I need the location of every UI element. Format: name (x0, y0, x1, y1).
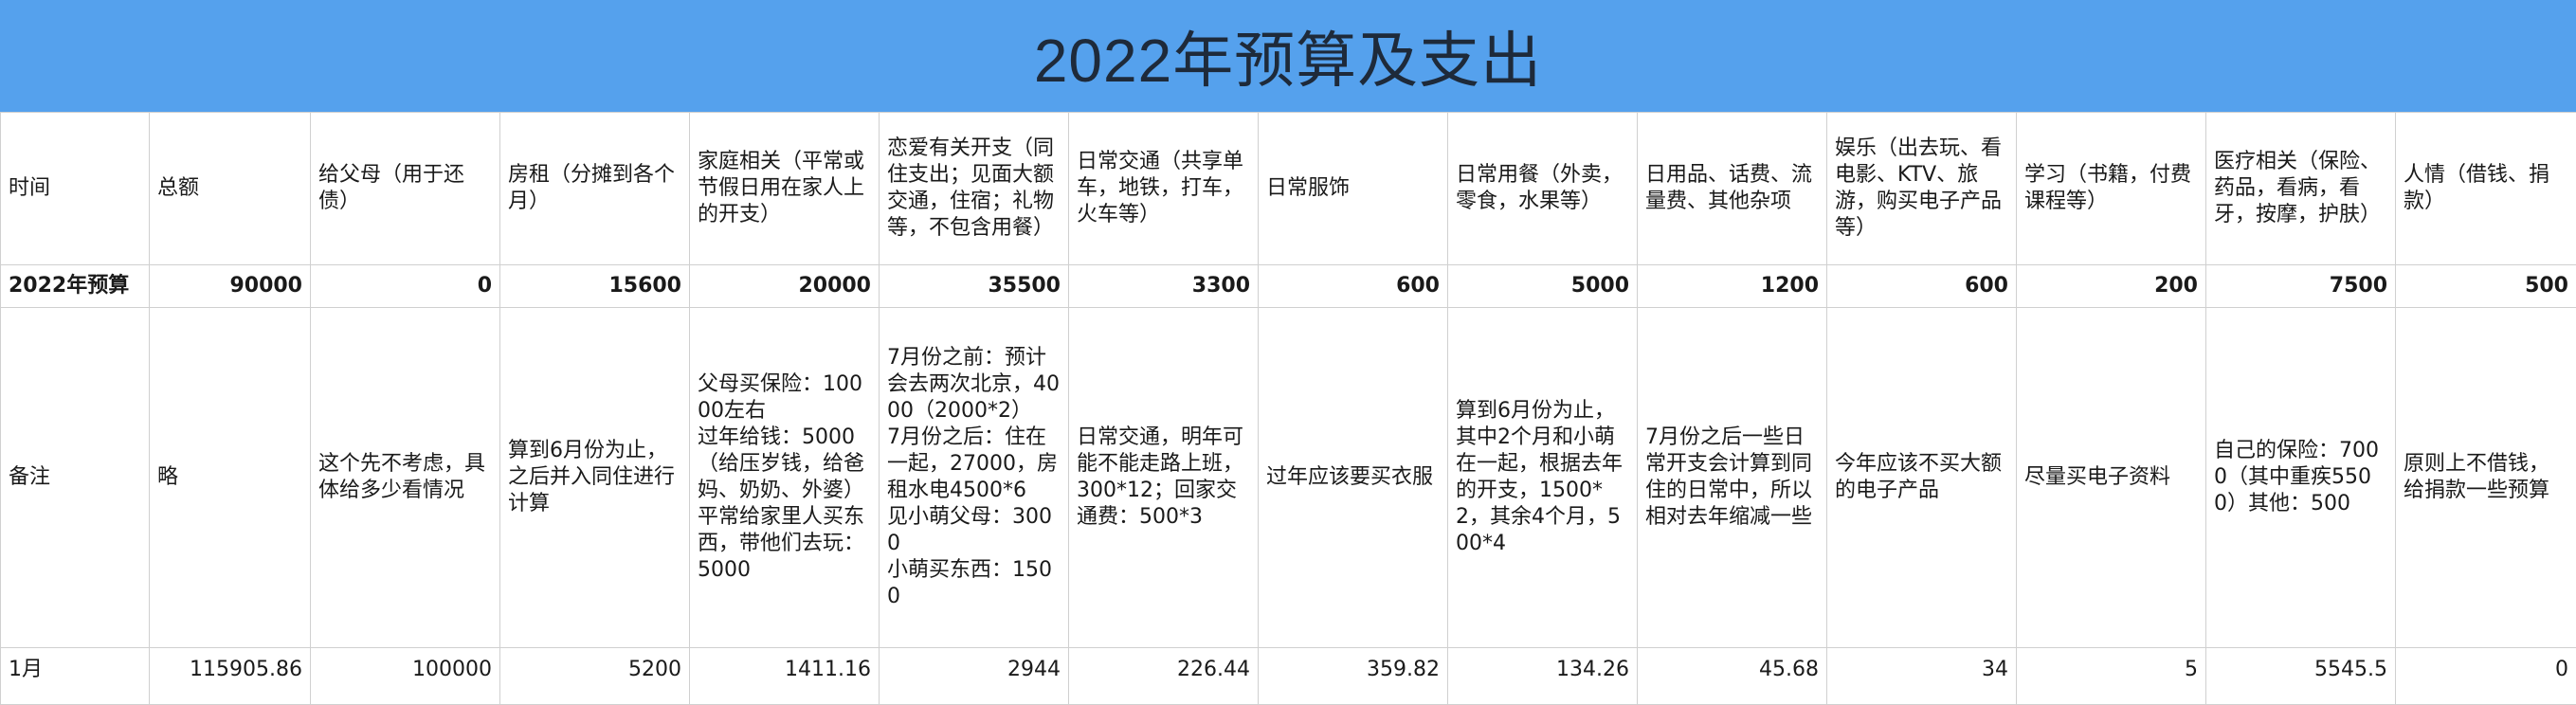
budget-cell[interactable]: 200 (2017, 265, 2206, 308)
expense-cell[interactable]: 226.44 (1069, 648, 1259, 705)
budget-cell[interactable]: 0 (311, 265, 500, 308)
expense-cell[interactable]: 5200 (500, 648, 690, 705)
row-label-cell[interactable]: 备注 (1, 308, 150, 648)
budget-cell[interactable]: 35500 (880, 265, 1069, 308)
expense-cell[interactable]: 2944 (880, 648, 1069, 705)
note-cell[interactable]: 父母买保险：10000左右 过年给钱：5000（给压岁钱，给爸妈、奶奶、外婆） … (690, 308, 880, 648)
expense-cell[interactable]: 359.82 (1259, 648, 1448, 705)
header-cell[interactable]: 恋爱有关开支（同住支出；见面大额交通，住宿；礼物等，不包含用餐） (880, 113, 1069, 265)
sheet-title: 2022年预算及支出 (1034, 12, 1542, 99)
header-cell[interactable]: 娱乐（出去玩、看电影、KTV、旅游，购买电子产品等） (1827, 113, 2017, 265)
expense-cell[interactable]: 5 (2017, 648, 2206, 705)
note-cell[interactable]: 略 (150, 308, 311, 648)
row-label-cell[interactable]: 1月 (1, 648, 150, 705)
budget-cell[interactable]: 3300 (1069, 265, 1259, 308)
note-cell[interactable]: 自己的保险：7000（其中重疾5500）其他：500 (2206, 308, 2396, 648)
header-cell[interactable]: 房租（分摊到各个月） (500, 113, 690, 265)
budget-cell[interactable]: 5000 (1448, 265, 1638, 308)
expense-cell[interactable]: 100000 (311, 648, 500, 705)
expense-cell[interactable]: 115905.86 (150, 648, 311, 705)
expense-cell[interactable]: 134.26 (1448, 648, 1638, 705)
note-cell[interactable]: 这个先不考虑，具体给多少看情况 (311, 308, 500, 648)
expense-cell[interactable]: 1411.16 (690, 648, 880, 705)
note-cell[interactable]: 日常交通，明年可能不能走路上班，300*12；回家交通费：500*3 (1069, 308, 1259, 648)
expense-cell[interactable]: 0 (2396, 648, 2576, 705)
budget-cell[interactable]: 7500 (2206, 265, 2396, 308)
header-cell[interactable]: 日常交通（共享单车，地铁，打车，火车等） (1069, 113, 1259, 265)
budget-cell[interactable]: 500 (2396, 265, 2576, 308)
header-cell[interactable]: 日常服饰 (1259, 113, 1448, 265)
title-band: 2022年预算及支出 (0, 0, 2576, 112)
note-cell[interactable]: 原则上不借钱，给捐款一些预算 (2396, 308, 2576, 648)
budget-cell[interactable]: 90000 (150, 265, 311, 308)
header-cell[interactable]: 日常用餐（外卖，零食，水果等） (1448, 113, 1638, 265)
header-cell[interactable]: 时间 (1, 113, 150, 265)
note-cell[interactable]: 今年应该不买大额的电子产品 (1827, 308, 2017, 648)
note-cell[interactable]: 7月份之后一些日常开支会计算到同住的日常中，所以相对去年缩减一些 (1638, 308, 1827, 648)
header-cell[interactable]: 学习（书籍，付费课程等） (2017, 113, 2206, 265)
header-row: 时间 总额 给父母（用于还债） 房租（分摊到各个月） 家庭相关（平常或节假日用在… (1, 113, 2576, 265)
note-cell[interactable]: 算到6月份为止，其中2个月和小萌在一起，根据去年的开支，1500*2，其余4个月… (1448, 308, 1638, 648)
expense-cell[interactable]: 5545.5 (2206, 648, 2396, 705)
expense-cell[interactable]: 45.68 (1638, 648, 1827, 705)
note-cell[interactable]: 尽量买电子资料 (2017, 308, 2206, 648)
budget-table: 时间 总额 给父母（用于还债） 房租（分摊到各个月） 家庭相关（平常或节假日用在… (0, 112, 2576, 705)
header-cell[interactable]: 家庭相关（平常或节假日用在家人上的开支） (690, 113, 880, 265)
budget-cell[interactable]: 600 (1827, 265, 2017, 308)
note-cell[interactable]: 7月份之前：预计会去两次北京，4000（2000*2） 7月份之后：住在一起，2… (880, 308, 1069, 648)
note-row: 备注 略 这个先不考虑，具体给多少看情况 算到6月份为止，之后并入同住进行计算 … (1, 308, 2576, 648)
january-row: 1月 115905.86 100000 5200 1411.16 2944 22… (1, 648, 2576, 705)
budget-cell[interactable]: 15600 (500, 265, 690, 308)
note-cell[interactable]: 算到6月份为止，之后并入同住进行计算 (500, 308, 690, 648)
budget-cell[interactable]: 1200 (1638, 265, 1827, 308)
header-cell[interactable]: 给父母（用于还债） (311, 113, 500, 265)
budget-cell[interactable]: 20000 (690, 265, 880, 308)
row-label-cell[interactable]: 2022年预算 (1, 265, 150, 308)
budget-row: 2022年预算 90000 0 15600 20000 35500 3300 6… (1, 265, 2576, 308)
header-cell[interactable]: 人情（借钱、捐款） (2396, 113, 2576, 265)
header-cell[interactable]: 医疗相关（保险、药品，看病，看牙，按摩，护肤） (2206, 113, 2396, 265)
header-cell[interactable]: 总额 (150, 113, 311, 265)
expense-cell[interactable]: 34 (1827, 648, 2017, 705)
header-cell[interactable]: 日用品、话费、流量费、其他杂项 (1638, 113, 1827, 265)
budget-cell[interactable]: 600 (1259, 265, 1448, 308)
note-cell[interactable]: 过年应该要买衣服 (1259, 308, 1448, 648)
